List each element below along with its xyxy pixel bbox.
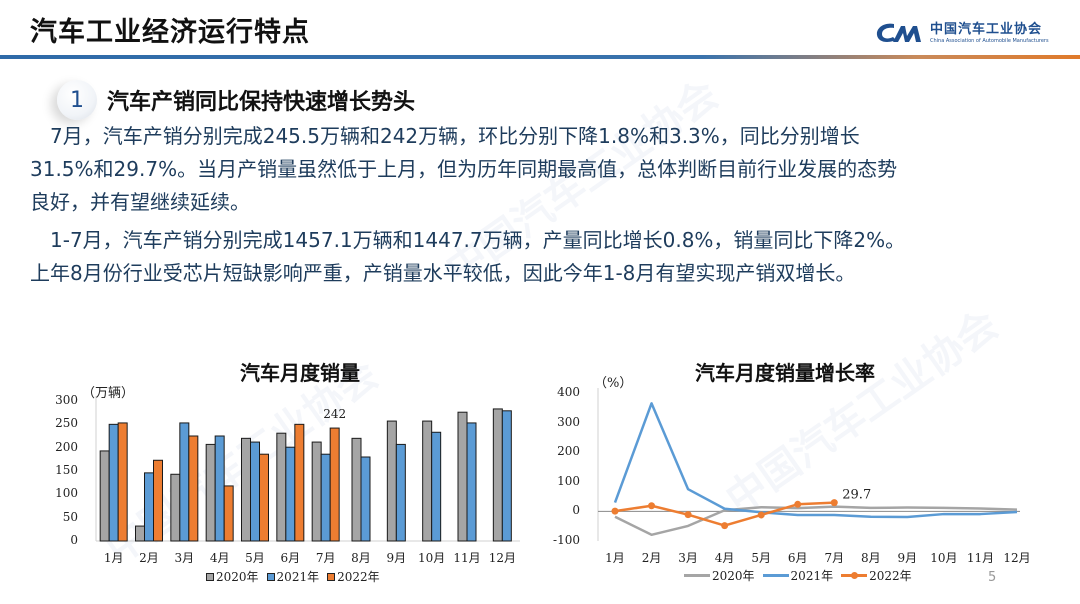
y-tick-label: 400: [557, 385, 580, 399]
bar-chart-unit-label: （万辆）: [82, 386, 135, 401]
body-paragraph-line: 7月，汽车产销分别完成245.5万辆和242万辆，环比分别下降1.8%和3.3%…: [30, 124, 860, 148]
x-tick-label: 2月: [139, 551, 159, 565]
x-tick-label: 1月: [103, 551, 124, 565]
x-tick-label: 7月: [824, 551, 845, 565]
x-tick-label: 1月: [605, 551, 625, 565]
legend-line: [762, 574, 789, 577]
y-tick-label: 300: [557, 414, 580, 429]
svg-text:242: 242: [323, 407, 346, 421]
legend-swatch: [266, 572, 275, 581]
y-tick-label: 250: [55, 416, 78, 431]
x-tick-label: 2月: [641, 551, 662, 565]
line-chart-legend: 2020年 2021年 2022年: [684, 567, 912, 584]
x-tick-label: 10月: [418, 551, 446, 565]
x-tick-label: 10月: [930, 551, 958, 565]
legend-item-2022: 2022年: [327, 568, 380, 585]
x-tick-label: 6月: [787, 551, 808, 565]
y-tick-label: 200: [55, 439, 78, 454]
legend-item-2021: 2021年: [266, 568, 320, 585]
legend-line: [841, 572, 868, 579]
legend-label: 2021年: [276, 570, 320, 584]
y-tick-label: -100: [553, 533, 580, 547]
section-number-badge: 1: [57, 80, 97, 120]
page-title: 汽车工业经济运行特点: [30, 17, 310, 48]
legend-label: 2020年: [712, 569, 755, 583]
line-chart-unit-label: （%）: [594, 376, 633, 391]
x-tick-label: 3月: [678, 551, 698, 565]
legend-label: 2021年: [790, 569, 834, 583]
legend-line: [684, 574, 710, 577]
body-paragraph-line: 31.5%和29.7%。当月产销量虽然低于上月，但为历年同期最高值，总体判断目前…: [30, 157, 898, 181]
x-tick-label: 11月: [453, 551, 481, 565]
section-title: 汽车产销同比保持快速增长势头: [107, 90, 416, 115]
bar-chart-title: 汽车月度销量: [240, 361, 360, 385]
x-tick-label: 9月: [897, 551, 918, 565]
x-tick-label: 4月: [714, 551, 735, 565]
x-tick-label: 7月: [315, 551, 336, 565]
caam-logo: 中国汽车工业协会 China Association of Automobile…: [874, 18, 1049, 48]
x-tick-label: 8月: [860, 551, 881, 565]
bar-chart-legend: 2020年 2021年 2022年: [206, 568, 380, 585]
legend-item-2020: 2020年: [206, 568, 259, 585]
legend-item-2020: 2020年: [684, 567, 755, 584]
x-tick-label: 8月: [351, 551, 371, 565]
page-number: 5: [988, 570, 997, 585]
y-tick-label: 0: [70, 533, 78, 547]
legend-swatch: [206, 572, 214, 581]
x-tick-label: 6月: [280, 551, 301, 565]
y-tick-label: 100: [557, 473, 580, 488]
y-tick-label: 200: [557, 444, 580, 459]
y-tick-label: 300: [55, 393, 78, 407]
x-tick-label: 9月: [386, 551, 407, 565]
y-tick-label: 100: [55, 486, 78, 501]
caam-logo-icon: [876, 23, 921, 43]
logo-english-name: China Association of Automobile Manufact…: [930, 37, 1049, 44]
legend-item-2022: 2022年: [841, 567, 912, 584]
header-divider: [0, 55, 1080, 59]
y-tick-label: 50: [62, 509, 78, 524]
logo-chinese-name: 中国汽车工业协会: [930, 21, 1043, 37]
x-tick-label: 11月: [966, 551, 995, 565]
x-tick-label: 12月: [1003, 551, 1031, 565]
y-tick-label: 0: [572, 503, 580, 518]
body-paragraph-line: 1-7月，汽车产销分别完成1457.1万辆和1447.7万辆，产量同比增长0.8…: [30, 228, 906, 252]
legend-swatch: [327, 572, 336, 581]
x-tick-label: 4月: [209, 551, 230, 565]
legend-label: 2022年: [869, 569, 912, 583]
line-chart-title: 汽车月度销量增长率: [695, 361, 875, 385]
x-tick-label: 3月: [174, 551, 195, 565]
body-paragraph-line: 良好，并有望继续延续。: [30, 190, 250, 214]
legend-item-2021: 2021年: [762, 567, 834, 584]
x-tick-label: 5月: [245, 551, 265, 565]
x-tick-label: 12月: [488, 551, 516, 565]
body-paragraph-line: 上年8月份行业受芯片短缺影响严重，产销量水平较低，因此今年1-8月有望实现产销双…: [30, 261, 856, 285]
x-tick-label: 5月: [751, 551, 771, 565]
legend-label: 2020年: [216, 570, 259, 584]
y-tick-label: 150: [55, 463, 78, 477]
svg-text:29.7: 29.7: [842, 488, 871, 503]
legend-label: 2022年: [337, 570, 380, 584]
